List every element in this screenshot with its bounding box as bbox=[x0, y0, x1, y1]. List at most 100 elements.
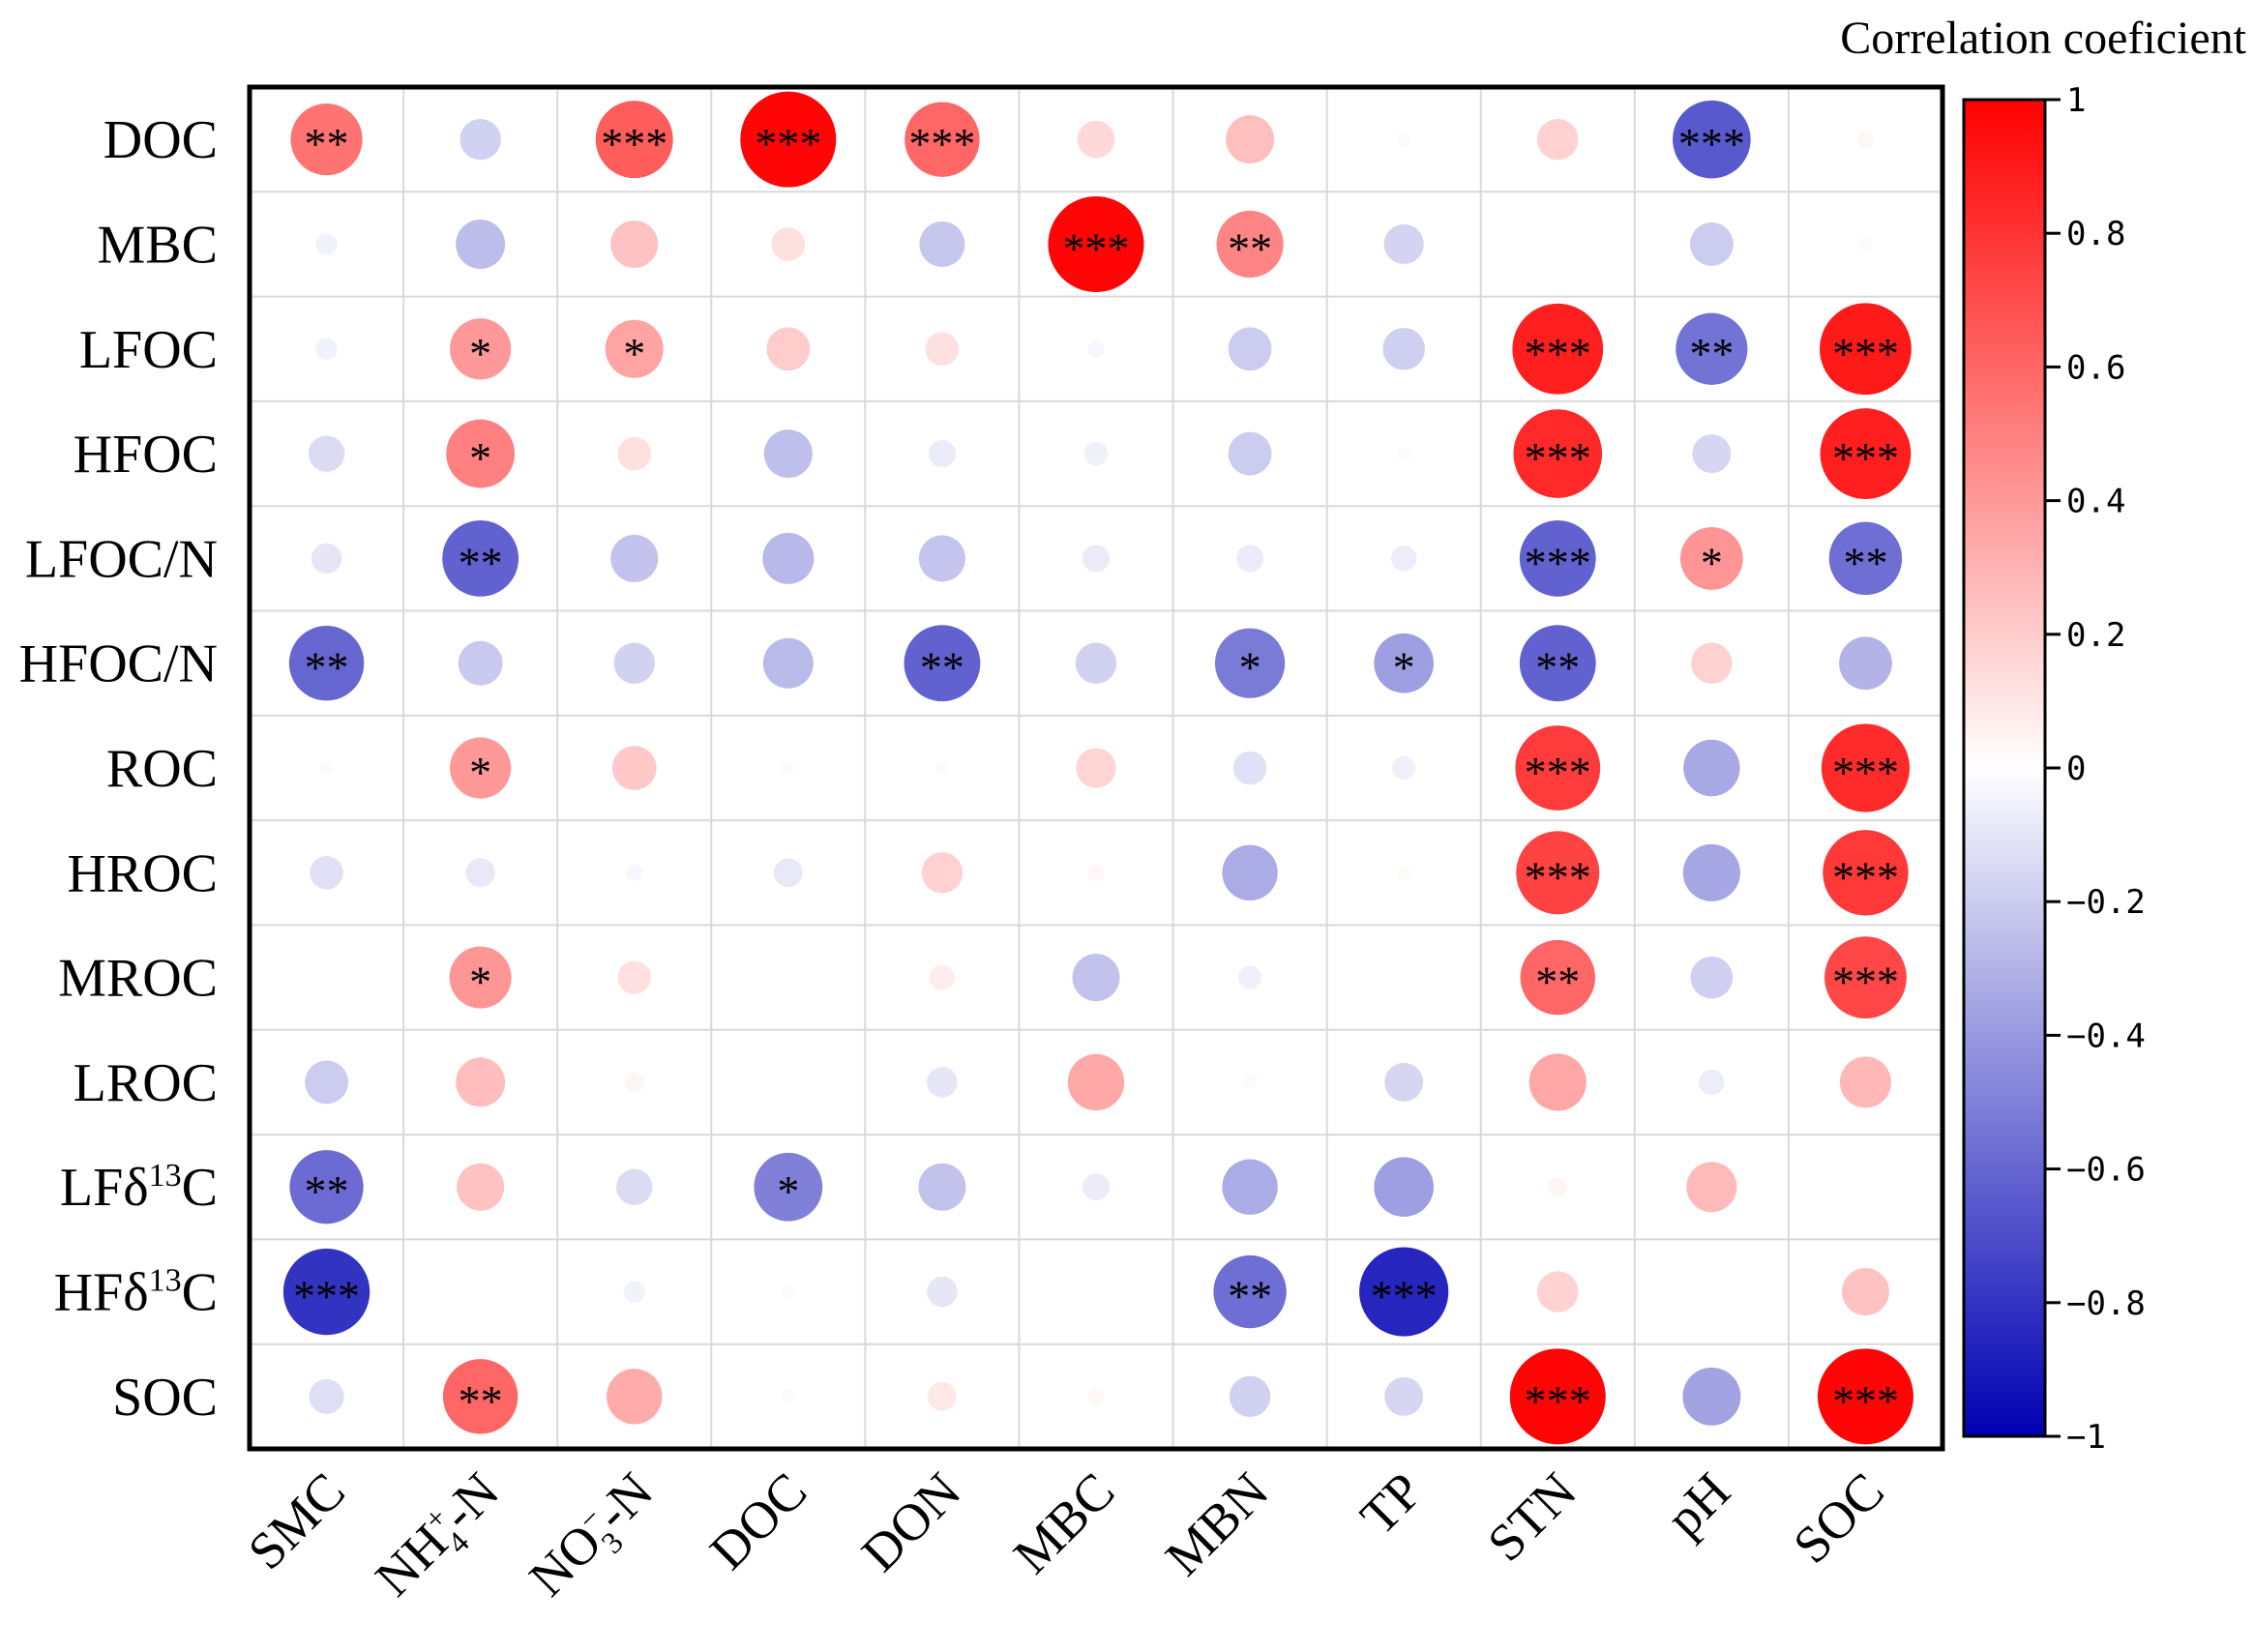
correlation-circle bbox=[927, 1067, 958, 1098]
row-label: MROC bbox=[58, 949, 218, 1009]
significance-marker: *** bbox=[1832, 1376, 1899, 1426]
significance-marker: *** bbox=[1832, 433, 1899, 483]
colorbar-title: Correlation coeficient bbox=[1840, 13, 2246, 64]
correlation-circle bbox=[925, 332, 960, 367]
correlation-circle bbox=[613, 642, 655, 684]
correlation-circle bbox=[1384, 1376, 1424, 1416]
correlation-circle bbox=[929, 964, 956, 990]
colorbar-tick-label: −0.8 bbox=[2066, 1284, 2146, 1323]
correlation-circle bbox=[311, 543, 342, 575]
correlation-circle bbox=[1082, 1173, 1111, 1201]
significance-marker: *** bbox=[1525, 748, 1591, 797]
correlation-circle bbox=[460, 118, 501, 161]
significance-marker: *** bbox=[1525, 852, 1591, 901]
significance-marker: *** bbox=[1371, 1272, 1438, 1321]
correlation-circle bbox=[1817, 1348, 1913, 1445]
correlation-circle bbox=[1673, 100, 1751, 179]
correlation-circle bbox=[1072, 954, 1120, 1002]
significance-marker: ** bbox=[920, 643, 964, 693]
colorbar-tick-label: 0 bbox=[2066, 750, 2086, 788]
significance-marker: ** bbox=[1535, 643, 1580, 693]
colorbar-tick-label: 1 bbox=[2066, 81, 2086, 120]
correlation-circle bbox=[1679, 526, 1743, 590]
correlation-circle bbox=[1235, 545, 1264, 573]
significance-marker: * bbox=[777, 1166, 799, 1216]
colorbar-tick-label: −1 bbox=[2066, 1418, 2106, 1457]
correlation-circle bbox=[288, 625, 365, 701]
correlation-circle bbox=[1076, 748, 1116, 788]
correlation-circle bbox=[1515, 725, 1601, 811]
significance-marker: * bbox=[469, 748, 491, 797]
correlation-circle bbox=[1528, 1053, 1587, 1111]
correlation-circle bbox=[290, 103, 363, 176]
correlation-circle bbox=[763, 429, 813, 479]
colorbar-tick-label: 0.8 bbox=[2066, 215, 2125, 253]
correlation-circle bbox=[927, 1276, 958, 1308]
correlation-circle bbox=[773, 858, 803, 888]
correlation-circle bbox=[762, 637, 814, 689]
correlation-circle bbox=[617, 960, 652, 994]
row-labels: DOC MBC LFOC HFOC LFOC/N HFOC/N ROC HROC MROC LRO… bbox=[19, 110, 218, 1428]
correlation-circle bbox=[1512, 303, 1604, 395]
significance-marker: ** bbox=[1228, 1272, 1272, 1321]
correlation-circle bbox=[458, 640, 503, 686]
correlation-circle bbox=[1222, 1159, 1278, 1215]
correlation-circle bbox=[1382, 327, 1425, 370]
correlation-circle bbox=[442, 519, 519, 597]
correlation-circle bbox=[626, 864, 643, 882]
correlation-circle bbox=[781, 1284, 795, 1299]
correlation-circle bbox=[1087, 1388, 1105, 1405]
correlation-circle bbox=[1383, 223, 1424, 265]
correlation-circle bbox=[1689, 222, 1734, 266]
column-label: pH bbox=[1655, 1461, 1741, 1548]
correlation-circle bbox=[1537, 118, 1579, 161]
significance-marker: * bbox=[469, 329, 491, 378]
significance-marker: *** bbox=[1525, 329, 1591, 378]
correlation-circle bbox=[1397, 866, 1411, 880]
significance-marker: * bbox=[1239, 643, 1261, 693]
significance-marker: *** bbox=[1525, 433, 1591, 483]
correlation-circle bbox=[595, 101, 673, 179]
correlation-circle bbox=[1690, 956, 1734, 999]
correlation-circle bbox=[607, 1369, 663, 1425]
correlation-circle bbox=[1839, 1056, 1891, 1108]
correlation-circle bbox=[766, 327, 811, 371]
significance-marker: *** bbox=[755, 119, 821, 168]
correlation-circle bbox=[610, 534, 659, 582]
correlation-circle bbox=[310, 856, 343, 890]
correlation-circle bbox=[1537, 1271, 1579, 1313]
correlation-circle bbox=[1374, 1157, 1434, 1218]
correlation-circle bbox=[1513, 409, 1603, 498]
significance-marker: ** bbox=[305, 1166, 349, 1216]
significance-marker: *** bbox=[601, 119, 667, 168]
plot-frame bbox=[247, 84, 1945, 1452]
correlation-cells: ** *** *** *** ****** *** * *** ** **** *** ***** **… bbox=[282, 91, 1913, 1445]
row-label: SOC bbox=[112, 1368, 218, 1428]
correlation-circle bbox=[1214, 628, 1286, 698]
correlation-circle bbox=[1213, 1254, 1287, 1329]
colorbar-gradient bbox=[1962, 98, 2047, 1438]
correlation-circle bbox=[611, 746, 657, 790]
correlation-circle bbox=[456, 219, 506, 269]
significance-marker: *** bbox=[1525, 1376, 1591, 1426]
correlation-circle bbox=[308, 435, 345, 472]
correlation-circle bbox=[1384, 1062, 1424, 1102]
correlation-circle bbox=[754, 1152, 823, 1222]
correlation-circle bbox=[1075, 642, 1117, 684]
correlation-circle bbox=[1232, 751, 1267, 785]
correlation-circle bbox=[781, 1389, 795, 1403]
significance-marker: ** bbox=[459, 1376, 503, 1426]
correlation-circle bbox=[450, 318, 512, 380]
correlation-circle bbox=[1359, 1247, 1449, 1337]
correlation-circle bbox=[450, 737, 512, 799]
significance-marker: * bbox=[469, 958, 491, 1007]
colorbar-tick-label: 0.4 bbox=[2066, 483, 2125, 521]
correlation-circle bbox=[282, 1248, 371, 1336]
correlation-circle bbox=[918, 1163, 966, 1211]
correlation-circle bbox=[905, 102, 980, 177]
correlation-circle bbox=[1391, 755, 1416, 781]
correlation-circle bbox=[1839, 636, 1892, 691]
column-label: DOC bbox=[698, 1461, 817, 1580]
